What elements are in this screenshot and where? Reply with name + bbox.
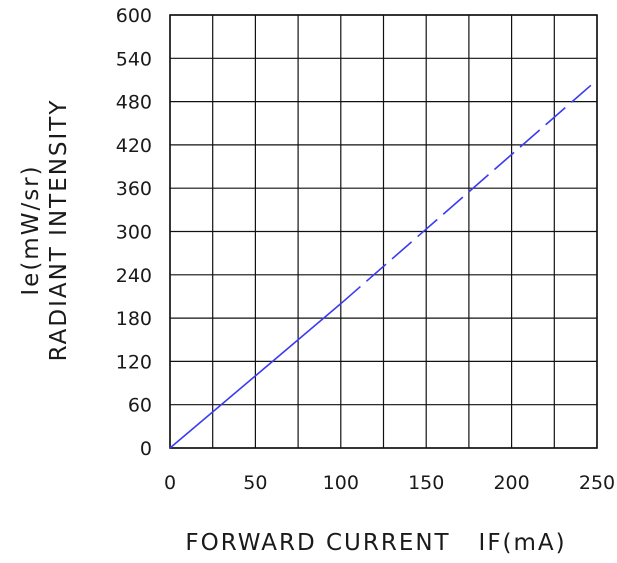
y-tick-label: 300 (116, 222, 152, 244)
y-tick-label: 0 (140, 438, 152, 460)
x-axis-title: FORWARD CURRENT IF(mA) (185, 530, 566, 556)
grid (169, 14, 598, 449)
y-tick-label: 540 (116, 48, 152, 70)
series-line-solid (169, 303, 342, 449)
y-tick-label: 360 (116, 178, 152, 200)
y-tick-label: 60 (128, 395, 152, 417)
x-tick-label: 50 (243, 472, 267, 494)
y-axis-title-line1: Ie(mW/sr) (18, 164, 44, 295)
x-tick-label: 100 (323, 472, 359, 494)
y-axis-title-line2: RADIANT INTENSITY (46, 99, 72, 362)
y-tick-label: 240 (116, 265, 152, 287)
x-tick-label: 250 (579, 472, 615, 494)
y-tick-label: 180 (116, 308, 152, 330)
y-tick-labels: 0 60 120 180 240 300 360 420 480 540 600 (116, 5, 152, 460)
y-tick-label: 120 (116, 351, 152, 373)
series-line-dashed (340, 79, 598, 305)
x-tick-label: 0 (164, 472, 176, 494)
y-tick-label: 480 (116, 92, 152, 114)
plot-frame (169, 14, 598, 449)
series-lines (169, 79, 598, 449)
x-tick-labels: 0 50 100 150 200 250 (164, 472, 615, 494)
x-tick-label: 150 (408, 472, 444, 494)
x-tick-label: 200 (493, 472, 529, 494)
y-tick-label: 420 (116, 135, 152, 157)
y-tick-label: 600 (116, 5, 152, 27)
